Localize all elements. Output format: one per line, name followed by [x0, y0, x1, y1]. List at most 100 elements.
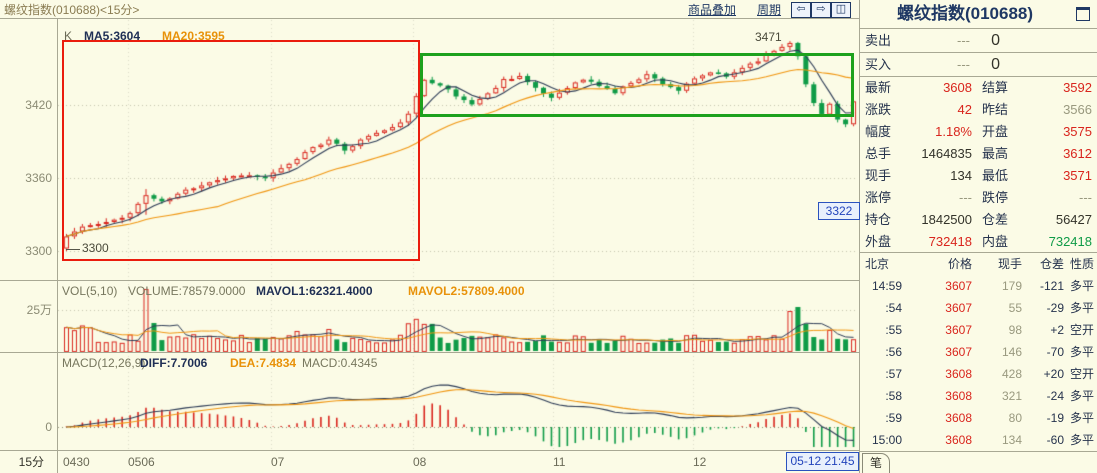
quote-field-value: 3612 [1063, 146, 1092, 161]
quote-field-value: 1.18% [935, 124, 972, 139]
period-link[interactable]: 周期 [757, 3, 782, 17]
period-indicator[interactable]: 15分 [18, 455, 44, 469]
header-divider [860, 28, 1097, 29]
quote-row: 幅度 1.18% 开盘 3575 [860, 121, 1097, 143]
col-header-oi-change: 仓差 [1039, 257, 1064, 271]
annotation-rectangle-green[interactable] [420, 53, 854, 117]
prev-window-icon[interactable]: ⇦ [791, 2, 811, 18]
x-axis-date-label: 07 [271, 455, 285, 469]
tick-oi-change: +2 [1050, 323, 1064, 337]
quote-field-value: 3575 [1063, 124, 1092, 139]
tick-time: 14:59 [871, 279, 902, 293]
tick-price: 3608 [945, 389, 972, 403]
ma20-label: MA20:3595 [162, 29, 225, 43]
quote-field-label: 昨结 [982, 102, 1009, 117]
buy-volume: 0 [991, 56, 1000, 73]
quote-field-value: 732418 [1048, 234, 1092, 249]
window-restore-icon[interactable] [1076, 7, 1090, 21]
tick-price: 3607 [945, 345, 972, 359]
chart-title: 螺纹指数(010688)<15分> [4, 3, 140, 17]
tick-nature: 多平 [1070, 433, 1095, 447]
quote-field-value: 3592 [1063, 80, 1092, 95]
quote-row: 外盘 732418 内盘 732418 [860, 231, 1097, 253]
x-axis-date-label: 0506 [128, 455, 155, 469]
col-header-time: 北京 [865, 257, 890, 271]
macd-zero-label: 0 [45, 420, 52, 434]
sell-volume: 0 [991, 32, 1000, 49]
annotation-rectangle-red[interactable] [62, 40, 420, 261]
tick-oi-change: -60 [1046, 433, 1064, 447]
macd-value-label: MACD:0.4345 [302, 356, 378, 370]
tick-row: :54 3607 55 -29 多平 [860, 297, 1097, 319]
tick-oi-change: -70 [1046, 345, 1064, 359]
tick-nature: 空开 [1070, 367, 1095, 381]
tick-volume: 321 [1001, 389, 1022, 403]
k-indicator-label: K [64, 29, 73, 43]
tab-tick-detail[interactable]: 笔 [862, 453, 890, 473]
quote-panel: 螺纹指数(010688) 卖出 --- 0 买入 --- 0 最新 3608 结算 3… [860, 0, 1097, 473]
tick-time: :55 [885, 323, 902, 337]
tick-volume: 55 [1008, 301, 1022, 315]
y-axis-label: 3360 [25, 171, 52, 185]
diff-label: DIFF:7.7006 [140, 356, 208, 370]
quote-grid: 最新 3608 结算 3592 涨跌 42 昨结 3566 幅度 1.18% 开盘 3575 总手 146… [860, 77, 1097, 253]
quote-field-value: 1842500 [921, 212, 972, 227]
panel-separator-line [859, 0, 860, 473]
sell-price: --- [957, 33, 970, 48]
tick-volume: 146 [1001, 345, 1022, 359]
tick-time: :57 [885, 367, 902, 381]
quote-row: 现手 134 最低 3571 [860, 165, 1097, 187]
price-marker-badge: 3322 [818, 202, 860, 220]
tick-oi-change: -121 [1039, 279, 1064, 293]
quote-row: 涨跌 42 昨结 3566 [860, 99, 1097, 121]
dea-label: DEA:7.4834 [230, 356, 297, 370]
x-axis-date-label: 08 [413, 455, 427, 469]
split-view-icon[interactable]: ◫ [831, 2, 851, 18]
quote-field-label: 开盘 [982, 124, 1009, 139]
tick-row: :56 3607 146 -70 多平 [860, 341, 1097, 363]
next-window-icon[interactable]: ⇨ [811, 2, 831, 18]
x-axis-date-label: 12 [693, 455, 707, 469]
quote-field-label: 结算 [982, 80, 1009, 95]
axis-divider [0, 450, 859, 451]
overlay-link[interactable]: 商品叠加 [688, 3, 737, 17]
tick-nature: 空开 [1070, 323, 1095, 337]
col-header-price: 价格 [947, 257, 972, 271]
y-axis-label: 3300 [25, 244, 52, 258]
quote-field-label: 最高 [982, 146, 1009, 161]
sell-row: 卖出 --- 0 [860, 30, 1097, 52]
table-divider [860, 252, 1097, 253]
kline-chart-canvas[interactable] [0, 0, 860, 473]
quote-field-value: 1464835 [921, 146, 972, 161]
tick-table[interactable]: 14:59 3607 179 -121 多平:54 3607 55 -29 多平:55 3607 9… [860, 275, 1097, 451]
tick-oi-change: -29 [1046, 301, 1064, 315]
volume-axis-label: 25万 [26, 303, 52, 317]
quote-field-label: 总手 [865, 146, 892, 161]
macd-indicator-label: MACD(12,26,9) [62, 356, 146, 370]
tick-time: 15:00 [871, 433, 902, 447]
tick-price: 3608 [945, 433, 972, 447]
quote-field-value: 134 [950, 168, 972, 183]
quote-field-label: 涨停 [865, 190, 892, 205]
tick-row: 14:59 3607 179 -121 多平 [860, 275, 1097, 297]
tick-volume: 80 [1008, 411, 1022, 425]
topbar-divider [0, 18, 859, 19]
mavol2-label: MAVOL2:57809.4000 [408, 284, 525, 298]
tick-volume: 134 [1001, 433, 1022, 447]
tick-time: :59 [885, 411, 902, 425]
y-axis-label: 3420 [25, 98, 52, 112]
tick-price: 3608 [945, 367, 972, 381]
col-header-volume: 现手 [997, 257, 1022, 271]
quote-field-label: 跌停 [982, 190, 1009, 205]
row-divider [860, 76, 1097, 77]
tick-volume: 428 [1001, 367, 1022, 381]
quote-field-value: 732418 [928, 234, 972, 249]
tick-nature: 多平 [1070, 279, 1095, 293]
tick-price: 3607 [945, 301, 972, 315]
bottom-divider [860, 451, 1097, 452]
quote-row: 最新 3608 结算 3592 [860, 77, 1097, 99]
low-price-annotation: 3300 [82, 241, 109, 255]
datetime-badge: 05-12 21:45 [786, 452, 859, 471]
quote-field-value: 3566 [1063, 102, 1092, 117]
low-pointer-line [66, 249, 80, 250]
